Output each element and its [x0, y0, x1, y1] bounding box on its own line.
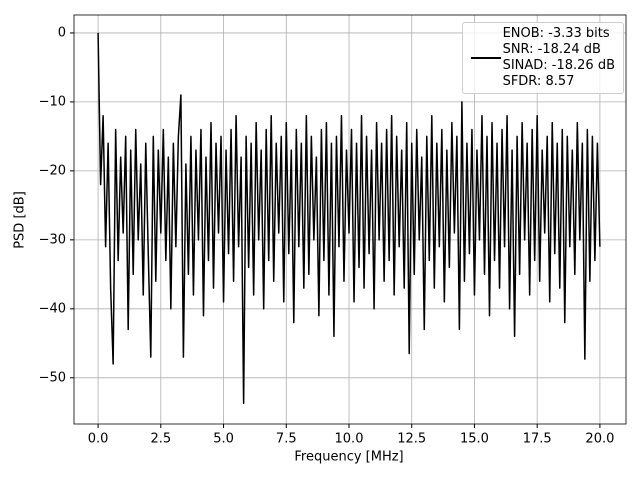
legend-swatch-box: [470, 57, 501, 59]
x-tick-label: 7.5: [276, 432, 297, 447]
y-tick-label: −20: [39, 163, 66, 178]
legend: ENOB: -3.33 bits SNR: -18.24 dB SINAD: -…: [461, 22, 624, 94]
x-tick-label: 12.5: [397, 432, 426, 447]
x-tick-label: 5.0: [213, 432, 234, 447]
y-tick-label: −30: [39, 232, 66, 247]
legend-label: ENOB: -3.33 bits SNR: -18.24 dB SINAD: -…: [502, 26, 615, 89]
psd-line: [97, 32, 601, 405]
y-axis-label: PSD [dB]: [13, 191, 28, 249]
y-tick-label: 0: [58, 25, 66, 40]
x-tick-label: 0.0: [88, 432, 109, 447]
y-tick-label: −10: [39, 94, 66, 109]
y-tick-label: −50: [39, 370, 66, 385]
plot-frame: [73, 14, 627, 425]
x-tick-label: 15.0: [460, 432, 489, 447]
x-axis-label: Frequency [MHz]: [294, 450, 403, 465]
y-tick-label: −40: [39, 301, 66, 316]
x-tick-label: 2.5: [150, 432, 171, 447]
x-tick-label: 20.0: [585, 432, 614, 447]
x-tick-label: 17.5: [523, 432, 552, 447]
x-tick-label: 10.0: [335, 432, 364, 447]
